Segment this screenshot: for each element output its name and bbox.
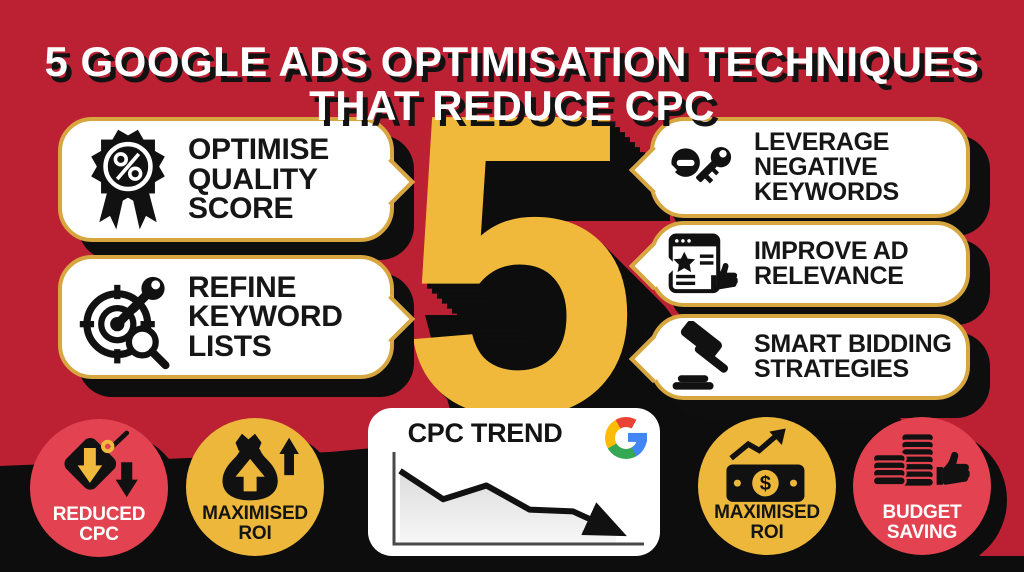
cpc-trend-title: CPC TREND [407,418,563,448]
badge-label: MAXIMISED ROI [714,502,820,544]
price-tag-down-icon [64,430,138,498]
technique-bubble-leverage-negative-keywords: LEVERAGE NEGATIVE KEYWORDS [628,117,970,218]
negative-keyword-icon [671,146,732,184]
outcome-badge-maximised-roi: MAXIMISED ROI [186,418,324,556]
technique-label: IMPROVE AD RELEVANCE [754,237,909,290]
technique-bubble-optimise-quality-score: OPTIMISE QUALITY SCORE [58,117,416,242]
badge-label: BUDGET SAVING [882,502,962,544]
technique-label: SMART BIDDING STRATEGIES [754,330,952,383]
technique-bubble-refine-keyword-lists: REFINE KEYWORD LISTS [58,255,416,379]
outcome-badge-reduced-cpc: REDUCED CPC [30,419,168,557]
outcome-badge-maximised-roi-2: $ MAXIMISED ROI [698,417,836,555]
page-title: 5 GOOGLE ADS OPTIMISATION TECHNIQUES THA… [0,40,1024,127]
dollar-symbol: $ [760,473,771,495]
cpc-trend-panel: CPC TREND [368,408,660,556]
technique-bubble-smart-bidding-strategies: SMART BIDDING STRATEGIES [628,314,970,400]
cpc-trend-chart [392,452,644,546]
badge-label: MAXIMISED ROI [202,503,308,545]
money-bag-up-icon [222,433,299,501]
percent-badge-icon [91,129,165,229]
ad-page-thumbs-up-icon [668,233,738,294]
title-line-1: 5 GOOGLE ADS OPTIMISATION TECHNIQUES [44,38,980,86]
badge-label: REDUCED CPC [52,504,146,546]
gavel-icon [672,321,729,390]
technique-label: OPTIMISE QUALITY SCORE [188,133,329,226]
technique-label: REFINE KEYWORD LISTS [188,270,343,363]
outcome-badge-budget-saving: BUDGET SAVING [853,417,991,555]
cpc-trend-area [400,470,616,544]
title-line-2: THAT REDUCE CPC [309,81,715,129]
technique-bubble-improve-ad-relevance: IMPROVE AD RELEVANCE [628,221,970,307]
cash-growth-icon: $ [726,428,805,502]
keyword-target-icon [79,276,170,370]
technique-label: LEVERAGE NEGATIVE KEYWORDS [754,128,899,206]
coins-thumbs-up-icon [871,432,970,488]
